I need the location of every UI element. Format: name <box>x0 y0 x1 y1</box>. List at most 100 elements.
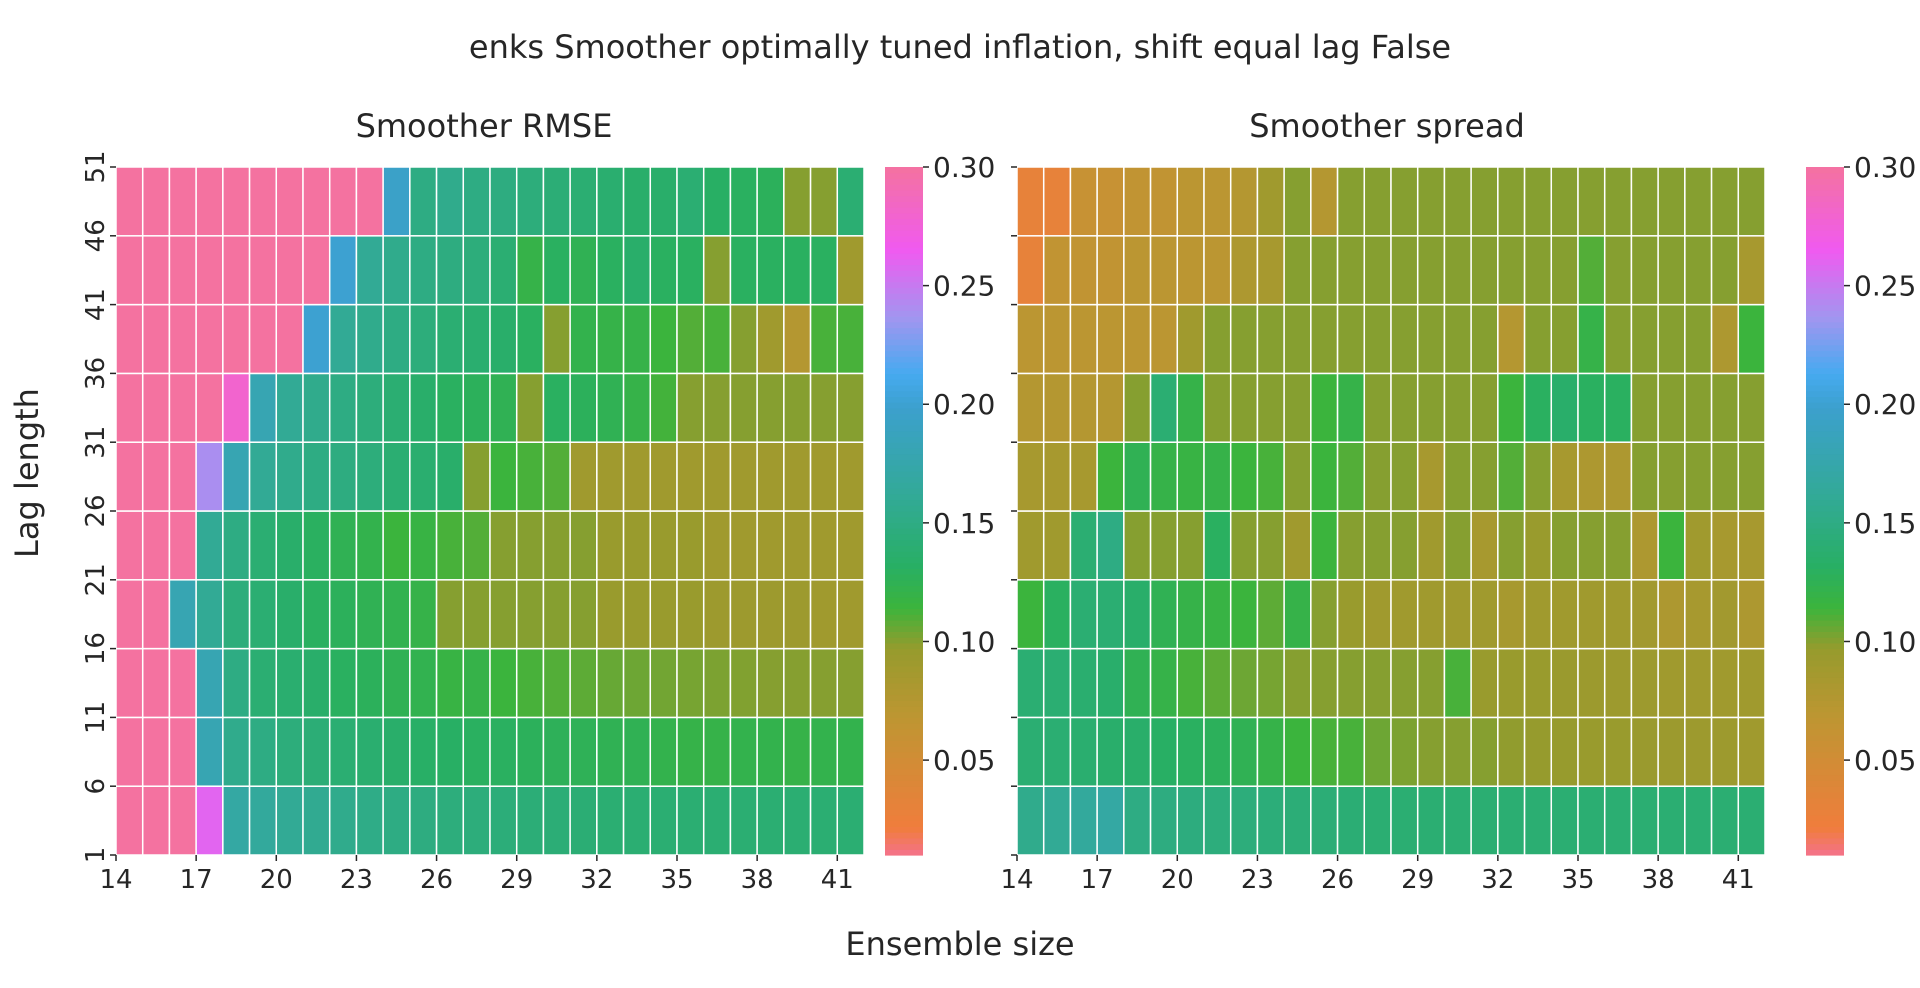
rmse-heatmap-cell <box>409 303 438 375</box>
spread-x-tick-label: 17 <box>1081 865 1114 895</box>
rmse-colorbar-segment <box>885 654 923 661</box>
spread-x-tick-label: 29 <box>1401 865 1434 895</box>
rmse-colorbar-segment <box>885 178 923 185</box>
rmse-heatmap-cell <box>222 166 251 237</box>
rmse-heatmap-cell <box>328 235 358 306</box>
rmse-heatmap-cell <box>809 303 839 375</box>
spread-heatmap-cell <box>1310 510 1339 581</box>
rmse-heatmap-cell <box>382 647 411 719</box>
rmse-heatmap-cell <box>783 510 812 581</box>
spread-heatmap-cell <box>1123 303 1152 375</box>
spread-heatmap-cell <box>1310 372 1339 443</box>
rmse-heatmap-cell <box>355 647 384 719</box>
rmse-heatmap-cell <box>676 303 705 375</box>
rmse-colorbar-segment <box>885 522 923 529</box>
spread-heatmap-cell <box>1149 785 1179 856</box>
rmse-heatmap-cell <box>569 303 598 375</box>
rmse-heatmap-cell <box>596 303 625 375</box>
spread-heatmap-cell <box>1336 441 1366 512</box>
spread-colorbar-segment <box>1806 728 1844 736</box>
rmse-colorbar-segment <box>885 224 923 231</box>
rmse-heatmap-cell <box>275 235 304 306</box>
rmse-colorbar-segment <box>885 447 923 455</box>
spread-colorbar-segment <box>1806 705 1844 713</box>
spread-heatmap-cell <box>1310 303 1339 375</box>
rmse-heatmap-cell <box>783 166 812 237</box>
rmse-x-tick-label: 32 <box>580 865 613 895</box>
rmse-colorbar-segment <box>885 688 923 696</box>
spread-colorbar-segment <box>1806 184 1844 191</box>
rmse-heatmap-cell <box>489 303 518 375</box>
rmse-y-tick-label: 1 <box>81 847 111 864</box>
spread-heatmap-cell <box>1016 235 1045 306</box>
spread-heatmap-cell <box>1229 441 1259 512</box>
rmse-heatmap-cell <box>489 579 518 650</box>
rmse-heatmap-cell <box>328 510 358 581</box>
rmse-heatmap-cell <box>328 785 358 856</box>
rmse-colorbar-segment <box>885 425 923 432</box>
rmse-heatmap-cell <box>275 510 304 581</box>
rmse-heatmap-cell <box>382 303 411 375</box>
spread-heatmap-cell <box>1443 303 1472 375</box>
spread-heatmap-cell <box>1737 785 1766 856</box>
spread-colorbar-segment <box>1806 258 1844 266</box>
spread-heatmap-cell <box>1710 303 1740 375</box>
rmse-colorbar-segment <box>885 499 923 506</box>
rmse-colorbar-segment <box>885 304 923 311</box>
spread-colorbar-segment <box>1806 384 1844 392</box>
spread-heatmap-cell <box>1149 647 1179 719</box>
rmse-colorbar-segment <box>885 384 923 392</box>
rmse-colorbar-tick-label: 0.05 <box>933 744 995 777</box>
rmse-colorbar-segment <box>885 694 923 701</box>
rmse-heatmap-cell <box>542 166 571 237</box>
rmse-colorbar-segment <box>885 470 923 478</box>
spread-heatmap-cell <box>1123 372 1152 443</box>
spread-colorbar-segment <box>1806 402 1844 409</box>
rmse-heatmap-cell <box>435 166 465 237</box>
spread-colorbar-tick-label: 0.20 <box>1854 388 1916 421</box>
spread-colorbar-segment <box>1806 275 1844 283</box>
spread-heatmap-cell <box>1310 235 1339 306</box>
rmse-colorbar-segment <box>885 442 923 449</box>
rmse-heatmap-cell <box>756 579 785 650</box>
spread-heatmap-cell <box>1416 510 1446 581</box>
spread-heatmap-cell <box>1123 235 1152 306</box>
spread-heatmap-cell <box>1737 510 1766 581</box>
spread-heatmap-cell <box>1123 441 1152 512</box>
spread-heatmap-cell <box>1363 235 1392 306</box>
rmse-y-tick-label: 16 <box>81 632 111 665</box>
rmse-heatmap-cell <box>141 372 171 443</box>
spread-colorbar-segment <box>1806 746 1844 753</box>
spread-heatmap-cell <box>1684 235 1713 306</box>
spread-heatmap-cell <box>1523 166 1553 237</box>
spread-heatmap-cell <box>1203 372 1232 443</box>
spread-heatmap-cell <box>1523 647 1553 719</box>
rmse-x-tick-label: 29 <box>500 865 533 895</box>
spread-x-tick-label: 32 <box>1481 865 1514 895</box>
rmse-heatmap-cell <box>569 235 598 306</box>
rmse-heatmap-cell <box>756 441 785 512</box>
figure-suptitle: enks Smoother optimally tuned inflation,… <box>469 28 1451 66</box>
rmse-heatmap-cell <box>836 510 865 581</box>
rmse-colorbar-segment <box>885 551 923 558</box>
spread-heatmap-cell <box>1710 235 1740 306</box>
spread-heatmap-cell <box>1550 785 1579 856</box>
spread-heatmap-cell <box>1176 647 1205 719</box>
rmse-colorbar-segment <box>885 832 923 839</box>
figure-x-axis-label: Ensemble size <box>845 925 1074 963</box>
rmse-heatmap-cell <box>462 372 491 443</box>
rmse-heatmap-cell <box>783 441 812 512</box>
rmse-heatmap-cell <box>168 441 197 512</box>
spread-heatmap-cell <box>1630 785 1659 856</box>
rmse-heatmap-cell <box>702 785 732 856</box>
rmse-heatmap-cell <box>596 510 625 581</box>
spread-x-tick-label: 38 <box>1642 865 1675 895</box>
rmse-colorbar-segment <box>885 275 923 283</box>
spread-heatmap-cell <box>1497 166 1526 237</box>
rmse-heatmap-cell <box>462 235 491 306</box>
spread-colorbar-segment <box>1806 769 1844 776</box>
spread-heatmap-cell <box>1577 647 1606 719</box>
rmse-colorbar-segment <box>885 705 923 713</box>
spread-colorbar-segment <box>1806 797 1844 804</box>
